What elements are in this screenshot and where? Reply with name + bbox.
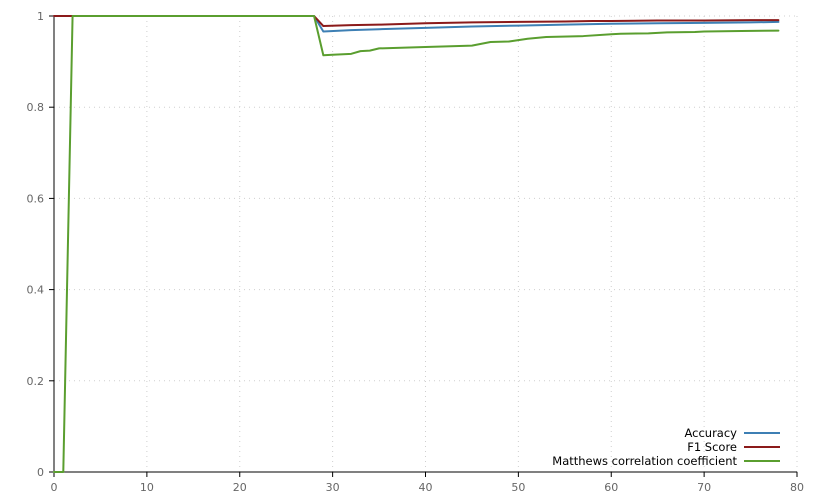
- y-tick-label: 0.2: [27, 375, 45, 388]
- series-layer: [53, 15, 780, 473]
- series-line-matthews-correlation-coefficient: [53, 15, 780, 473]
- x-tick-label: 50: [511, 481, 525, 494]
- x-tick-label: 40: [419, 481, 433, 494]
- series-line-f1-score: [53, 15, 780, 28]
- x-tick-label: 80: [790, 481, 804, 494]
- x-tick-label: 0: [51, 481, 58, 494]
- axis-layer: 0 10 20 30 40 50 60 70 80 0 0.2 0.4 0.6 0.8 1: [27, 10, 805, 494]
- y-tick-label: 0.8: [27, 101, 45, 114]
- series-line-accuracy: [53, 15, 780, 33]
- legend-label: Matthews correlation coefficient: [552, 454, 737, 468]
- legend-label: F1 Score: [687, 440, 737, 454]
- y-tick-label: 0.6: [27, 192, 45, 205]
- x-tick-label: 30: [326, 481, 340, 494]
- y-tick-label: 1: [37, 10, 44, 23]
- legend-label: Accuracy: [684, 426, 737, 440]
- x-tick-label: 70: [697, 481, 711, 494]
- y-tick-label: 0: [37, 466, 44, 479]
- x-tick-label: 10: [140, 481, 154, 494]
- x-tick-label: 60: [604, 481, 618, 494]
- y-tick-label: 0.4: [27, 284, 45, 297]
- grid-layer: [54, 15, 798, 472]
- x-tick-label: 20: [233, 481, 247, 494]
